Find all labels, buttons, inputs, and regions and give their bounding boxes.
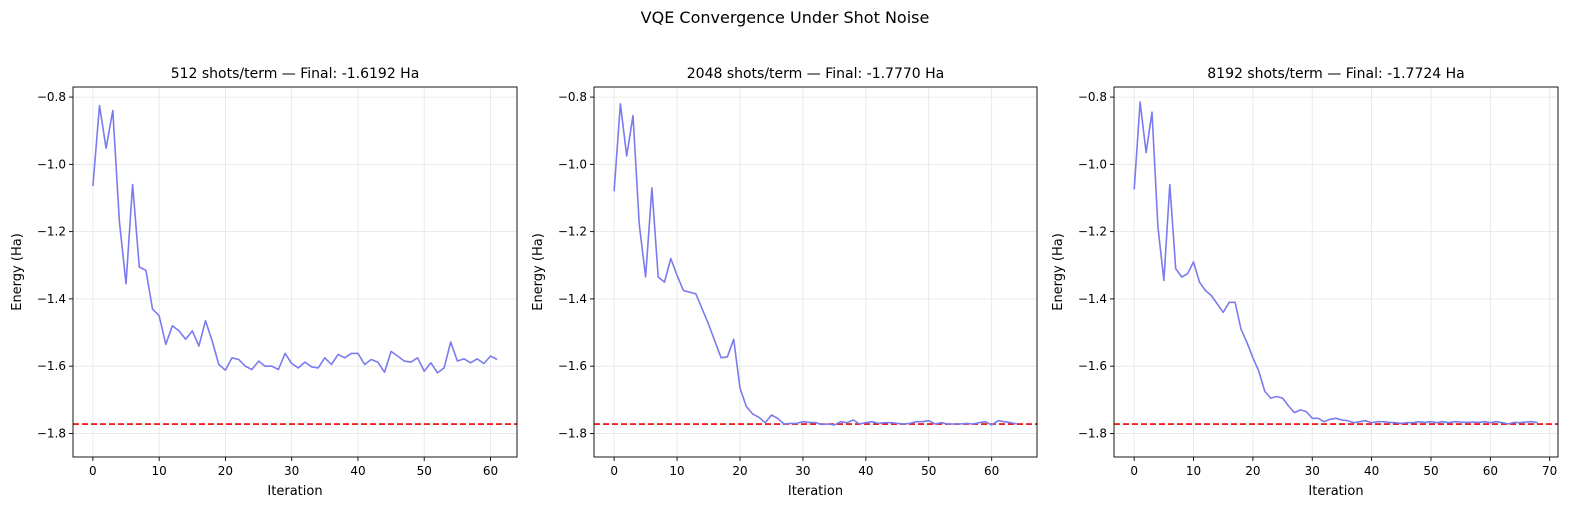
- x-tick-label: 10: [669, 464, 684, 478]
- y-tick-label: −1.6: [37, 359, 66, 373]
- x-tick-label: 40: [1364, 464, 1379, 478]
- x-tick-label: 50: [921, 464, 936, 478]
- series-line: [93, 106, 497, 373]
- axes-frame: [73, 87, 517, 457]
- y-tick-label: −1.0: [37, 157, 66, 171]
- series-line: [1134, 102, 1538, 424]
- y-tick-label: −0.8: [37, 90, 66, 104]
- figure: VQE Convergence Under Shot Noise 0 10 20 30…: [0, 0, 1588, 515]
- axes-frame: [1114, 87, 1558, 457]
- y-tick-label: −1.6: [558, 359, 587, 373]
- chart-panel-3: 0 10 20 30 40 50 60 70 −1.8 −1.6 −1.4 −1.2 −1.0 −0.8 8…: [1051, 66, 1558, 499]
- x-axis-label: Iteration: [1308, 484, 1363, 499]
- y-tick-label: −1.2: [37, 225, 66, 239]
- chart-panel-2: 0 10 20 30 40 50 60 −1.8 −1.6 −1.4 −1.2 −1.0 −0.8 204…: [531, 66, 1037, 499]
- y-tick-label: −1.4: [37, 292, 66, 306]
- x-tick-label: 10: [152, 464, 167, 478]
- y-tick-label: −0.8: [1078, 90, 1107, 104]
- y-tick-label: −1.8: [37, 426, 66, 440]
- x-tick-label: 60: [1483, 464, 1498, 478]
- panel-title: 8192 shots/term — Final: -1.7724 Ha: [1207, 66, 1465, 82]
- y-tick-label: −1.4: [558, 292, 587, 306]
- y-tick-label: −1.2: [1078, 225, 1107, 239]
- y-axis-label: Energy (Ha): [10, 233, 25, 311]
- x-tick-label: 40: [350, 464, 365, 478]
- axes-frame: [594, 87, 1037, 457]
- x-tick-label: 50: [417, 464, 432, 478]
- x-axis-label: Iteration: [788, 484, 843, 499]
- y-axis-label: Energy (Ha): [1051, 233, 1066, 311]
- y-tick-label: −1.4: [1078, 292, 1107, 306]
- x-tick-label: 20: [732, 464, 747, 478]
- x-tick-label: 70: [1542, 464, 1557, 478]
- figure-title: VQE Convergence Under Shot Noise: [641, 8, 930, 27]
- x-tick-label: 60: [984, 464, 999, 478]
- x-tick-label: 0: [610, 464, 618, 478]
- x-tick-label: 20: [1245, 464, 1260, 478]
- x-axis-label: Iteration: [267, 484, 322, 499]
- x-tick-label: 30: [795, 464, 810, 478]
- x-tick-label: 20: [218, 464, 233, 478]
- x-tick-label: 60: [483, 464, 498, 478]
- y-tick-label: −1.2: [558, 225, 587, 239]
- y-tick-label: −1.0: [558, 157, 587, 171]
- y-tick-label: −1.0: [1078, 157, 1107, 171]
- x-tick-label: 30: [1305, 464, 1320, 478]
- chart-panel-1: 0 10 20 30 40 50 60 −1.8 −1.6 −1.4 −1.2 −1.0 −0.8 512…: [10, 66, 517, 499]
- x-tick-label: 40: [858, 464, 873, 478]
- x-tick-label: 30: [284, 464, 299, 478]
- y-tick-label: −0.8: [558, 90, 587, 104]
- series-line: [614, 104, 1017, 425]
- y-tick-label: −1.8: [1078, 426, 1107, 440]
- y-axis-label: Energy (Ha): [531, 233, 546, 311]
- x-tick-label: 50: [1423, 464, 1438, 478]
- panel-title: 512 shots/term — Final: -1.6192 Ha: [171, 66, 420, 82]
- x-tick-label: 10: [1186, 464, 1201, 478]
- x-tick-label: 0: [1130, 464, 1138, 478]
- x-tick-label: 0: [89, 464, 97, 478]
- y-tick-label: −1.8: [558, 426, 587, 440]
- y-tick-label: −1.6: [1078, 359, 1107, 373]
- panel-title: 2048 shots/term — Final: -1.7770 Ha: [687, 66, 945, 82]
